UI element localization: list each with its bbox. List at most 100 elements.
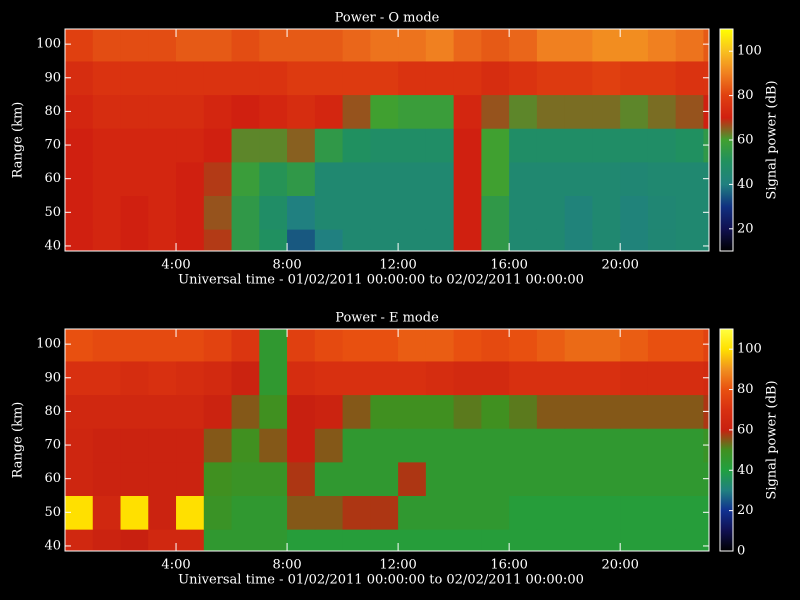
- heat-cell: [398, 195, 427, 230]
- plot-frame: [64, 28, 710, 252]
- heat-cell: [176, 195, 205, 230]
- heat-cell: [509, 94, 538, 129]
- heat-cell: [481, 495, 510, 530]
- heat-cell: [675, 495, 704, 530]
- x-tick-label: 20:00: [601, 258, 638, 273]
- heat-cell: [342, 529, 371, 551]
- heat-cell: [203, 394, 233, 429]
- heat-cell: [342, 29, 371, 62]
- heat-cell: [536, 495, 566, 530]
- heat-cell: [620, 195, 649, 230]
- heat-cell: [203, 461, 233, 496]
- colorbar-tick-label: 40: [737, 177, 754, 192]
- heat-cell: [592, 394, 621, 429]
- heat-cell: [536, 60, 566, 96]
- heat-cell: [703, 29, 709, 62]
- x-tick-label: 4:00: [161, 258, 190, 273]
- heat-cell: [342, 195, 371, 230]
- heat-cell: [203, 329, 233, 362]
- heat-cell: [620, 428, 649, 463]
- heat-cell: [675, 394, 704, 429]
- heat-cell: [314, 29, 344, 62]
- heat-cell: [592, 461, 621, 496]
- heat-cell: [675, 529, 704, 551]
- heat-cell: [120, 60, 149, 96]
- heat-cell: [509, 229, 538, 251]
- heat-cell: [92, 495, 122, 530]
- plot-frame: [64, 328, 710, 552]
- heat-cell: [148, 529, 177, 551]
- heat-cell: [481, 161, 510, 196]
- heat-cell: [675, 461, 704, 496]
- heat-cell: [287, 461, 316, 496]
- heat-cell: [120, 94, 149, 129]
- heat-cell: [425, 29, 455, 62]
- heat-cell: [176, 495, 205, 530]
- heat-cell: [398, 161, 427, 196]
- heat-cell: [481, 195, 510, 230]
- heat-cell: [314, 461, 344, 496]
- heat-cell: [620, 495, 649, 530]
- y-tick-label: 80: [44, 104, 61, 119]
- heatmap: [65, 329, 709, 551]
- heat-cell: [92, 461, 122, 496]
- heat-cell: [287, 394, 316, 429]
- heat-cell: [481, 329, 510, 362]
- heat-cell: [425, 161, 455, 196]
- heat-cell: [92, 394, 122, 429]
- heat-cell: [203, 529, 233, 551]
- heat-cell: [342, 428, 371, 463]
- y-tick-label: 80: [44, 404, 61, 419]
- heat-cell: [287, 229, 316, 251]
- heat-cell: [287, 161, 316, 196]
- heat-cell: [564, 229, 593, 251]
- heat-cell: [203, 428, 233, 463]
- heat-cell: [314, 229, 344, 251]
- heat-cell: [203, 229, 233, 251]
- heat-cell: [342, 94, 371, 129]
- heat-cell: [231, 428, 260, 463]
- x-axis-label: Universal time - 01/02/2011 00:00:00 to …: [178, 573, 584, 588]
- heat-cell: [259, 329, 288, 362]
- heat-cell: [509, 529, 538, 551]
- heat-cell: [536, 29, 566, 62]
- heat-cell: [342, 461, 371, 496]
- heat-cell: [481, 394, 510, 429]
- y-tick-label: 50: [44, 205, 61, 220]
- heat-cell: [536, 329, 566, 362]
- heat-cell: [259, 94, 288, 129]
- y-tick-label: 40: [44, 538, 61, 553]
- heat-cell: [231, 495, 260, 530]
- heat-cell: [647, 94, 677, 129]
- heat-cell: [509, 128, 538, 163]
- heat-cell: [536, 428, 566, 463]
- heat-cell: [647, 29, 677, 62]
- y-axis-label: Range (km): [11, 402, 26, 479]
- heat-cell: [398, 495, 427, 530]
- x-tick-label: 4:00: [161, 558, 190, 573]
- y-tick-label: 100: [36, 37, 61, 52]
- heat-cell: [370, 229, 399, 251]
- heat-cell: [536, 461, 566, 496]
- y-tick-label: 100: [36, 337, 61, 352]
- heat-cell: [120, 495, 149, 530]
- colorbar-tick-label: 60: [737, 133, 754, 148]
- heat-cell: [203, 128, 233, 163]
- heat-cell: [120, 394, 149, 429]
- heat-cell: [509, 60, 538, 96]
- colorbar-tick-label: 60: [737, 422, 754, 437]
- heat-cell: [536, 94, 566, 129]
- heat-cell: [425, 360, 455, 396]
- heat-cell: [65, 29, 94, 62]
- y-tick-label: 60: [44, 171, 61, 186]
- heat-cell: [92, 60, 122, 96]
- heat-cell: [231, 161, 260, 196]
- colorbar-tick-label: 20: [737, 503, 754, 518]
- heat-cell: [176, 329, 205, 362]
- heat-cell: [314, 195, 344, 230]
- heat-cell: [259, 29, 288, 62]
- heat-cell: [675, 128, 704, 163]
- colorbar-tick-label: 40: [737, 463, 754, 478]
- heat-cell: [592, 360, 621, 396]
- heat-cell: [592, 94, 621, 129]
